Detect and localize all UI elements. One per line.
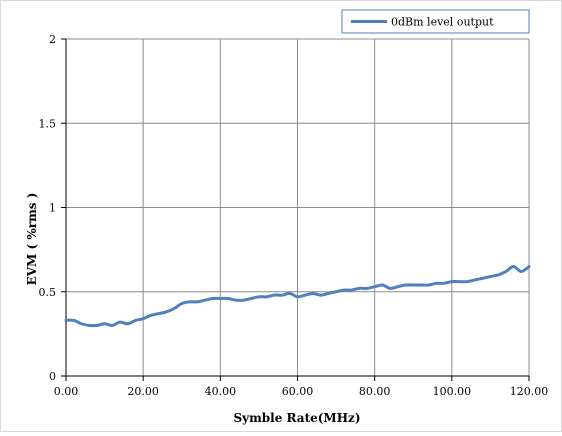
x-tick-label: 80.00 <box>359 385 391 398</box>
legend-label: 0dBm level output <box>391 16 494 29</box>
y-tick-label: 2 <box>49 33 56 46</box>
x-tick-label: 0.00 <box>54 385 79 398</box>
x-tick-label: 120.00 <box>510 385 549 398</box>
y-tick-label: 1.5 <box>39 117 57 130</box>
x-tick-label: 20.00 <box>127 385 159 398</box>
x-tick-label: 40.00 <box>205 385 237 398</box>
y-axis-title: EVM ( %rms ) <box>25 193 39 286</box>
legend-box <box>341 9 530 34</box>
series-lines <box>64 264 531 328</box>
x-axis-title: Symble Rate(MHz) <box>233 411 360 425</box>
legend: 0dBm level output <box>341 9 530 34</box>
x-tick-label: 100.00 <box>433 385 472 398</box>
y-tick-label: 1 <box>49 202 56 215</box>
grid-lines <box>66 38 530 376</box>
x-tick-label: 60.00 <box>282 385 314 398</box>
axes <box>61 38 530 381</box>
tick-labels: 00.511.520.00 20.00 40.00 60.00 80.00 100.00 1… <box>39 33 549 398</box>
series-line <box>64 264 531 328</box>
y-tick-label: 0 <box>49 370 56 383</box>
y-tick-label: 0.5 <box>39 286 57 299</box>
